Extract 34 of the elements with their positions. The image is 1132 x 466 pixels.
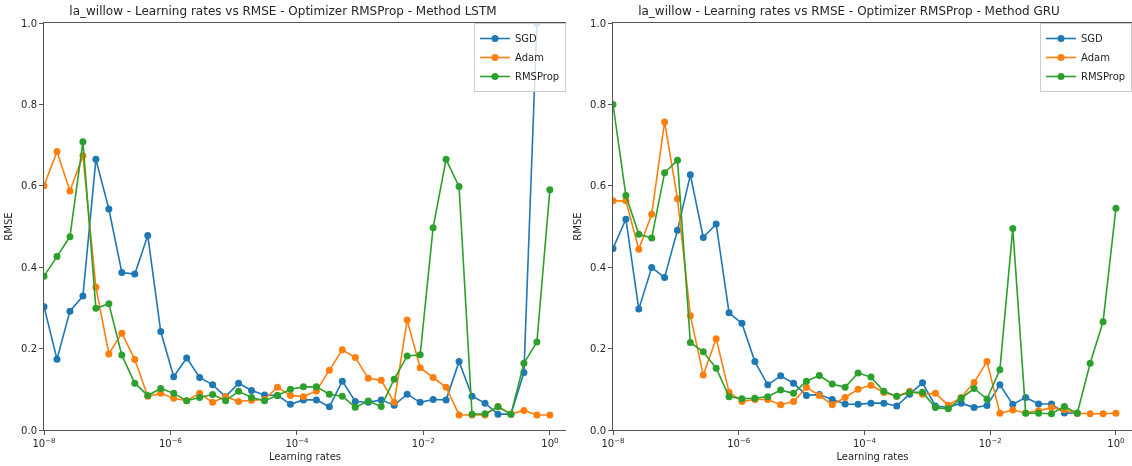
chart-title: la_willow - Learning rates vs RMSE - Optimizer RMSProp - Method GRU bbox=[638, 4, 1060, 19]
y-tick-label: 0.6 bbox=[590, 180, 606, 192]
x-axis-title: Learning rates bbox=[836, 450, 909, 462]
x-tick-label: 10$^{−6}$ bbox=[158, 436, 183, 449]
y-tick-label: 0.4 bbox=[590, 261, 606, 273]
chart-title: la_willow - Learning rates vs RMSE - Optimizer RMSProp - Method LSTM bbox=[69, 4, 497, 19]
y-tick-label: 0.0 bbox=[590, 424, 606, 436]
y-tick-label: 0.6 bbox=[21, 180, 37, 192]
y-tick-label: 0.8 bbox=[21, 98, 37, 110]
legend-label: Adam bbox=[515, 52, 544, 64]
y-tick-label: 0.2 bbox=[21, 343, 37, 355]
x-tick-label: 10$^{−4}$ bbox=[285, 436, 309, 449]
y-tick-label: 0.4 bbox=[21, 261, 37, 273]
x-tick-label: 10$^{−8}$ bbox=[32, 436, 56, 449]
y-tick-label: 0.8 bbox=[590, 98, 606, 110]
y-tick-label: 1.0 bbox=[590, 17, 606, 29]
legend-label: SGD bbox=[515, 33, 538, 45]
y-axis-title: RMSE bbox=[3, 212, 15, 241]
x-axis-title: Learning rates bbox=[268, 450, 342, 462]
x-tick-label: 10$^{−4}$ bbox=[852, 436, 877, 449]
x-tick-label: 10$^{−2}$ bbox=[411, 436, 435, 449]
legend-label: RMSProp bbox=[515, 71, 560, 83]
y-tick-label: 0.2 bbox=[590, 343, 606, 355]
x-tick-label: 10$^{−8}$ bbox=[601, 436, 625, 449]
x-tick-label: 10$^{−6}$ bbox=[727, 436, 751, 449]
x-tick-label: 10$^{0}$ bbox=[541, 436, 559, 449]
legend-label: Adam bbox=[1081, 52, 1110, 64]
legend-label: SGD bbox=[1081, 33, 1104, 45]
y-tick-label: 0.0 bbox=[21, 424, 37, 436]
x-tick-label: 10$^{−2}$ bbox=[978, 436, 1002, 449]
legend-label: RMSProp bbox=[1081, 71, 1126, 83]
x-tick-label: 10$^{0}$ bbox=[1107, 436, 1125, 449]
y-tick-label: 1.0 bbox=[21, 17, 37, 29]
y-axis-title: RMSE bbox=[572, 212, 584, 241]
